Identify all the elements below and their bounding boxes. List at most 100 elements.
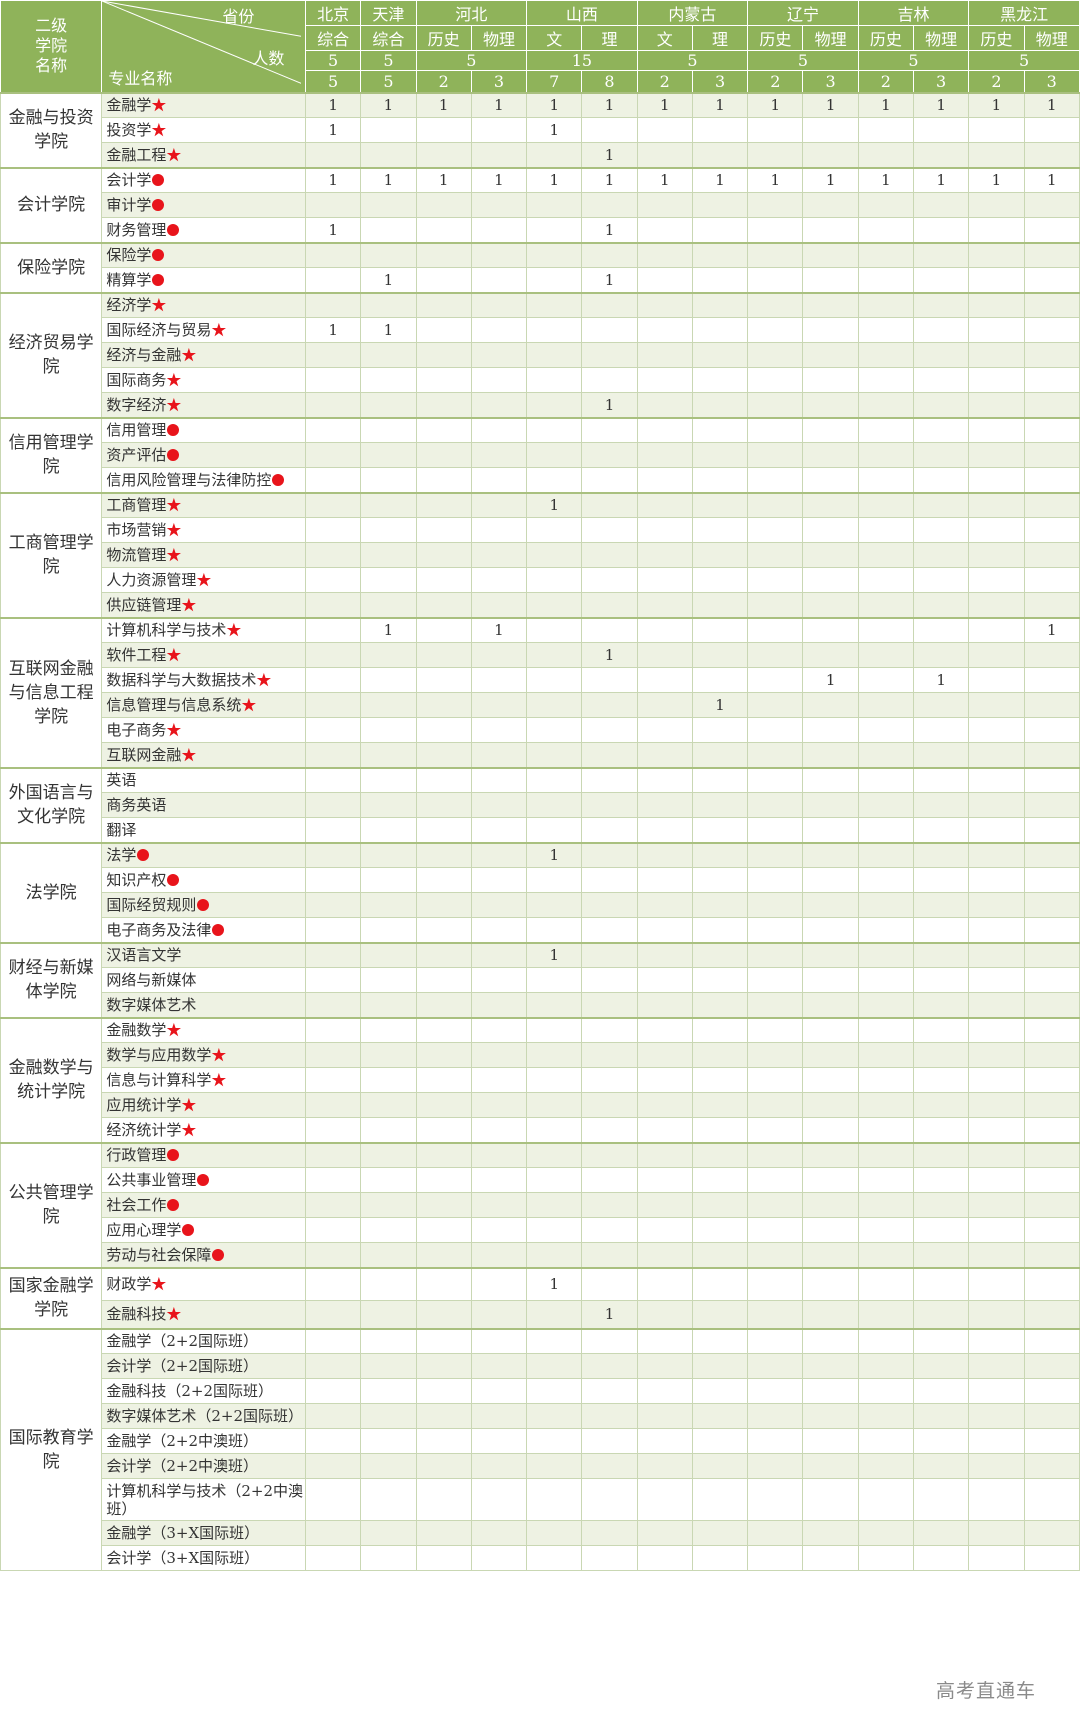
major-name-cell: 会计学（2+2中澳班） <box>101 1453 307 1479</box>
quota-cell <box>968 992 1025 1018</box>
province-name: 天津 <box>360 0 417 26</box>
quota-cell <box>636 1403 693 1429</box>
red-dot-icon <box>197 1174 210 1186</box>
star-icon: ★ <box>166 721 182 739</box>
quota-cell <box>360 1067 417 1093</box>
quota-cell: 1 <box>581 267 638 293</box>
header-college-label-2: 学院 <box>35 36 68 56</box>
quota-cell <box>305 941 362 968</box>
quota-cell <box>415 1192 472 1218</box>
quota-cell <box>360 416 417 443</box>
quota-cell <box>415 1016 472 1043</box>
college-name: 法学院 <box>0 841 103 943</box>
quota-cell <box>802 1042 859 1068</box>
star-icon: ★ <box>226 621 242 640</box>
major-name-cell: 公共事业管理 <box>101 1167 307 1193</box>
quota-cell <box>415 717 472 743</box>
quota-cell: 1 <box>470 166 528 193</box>
province-total: 5 <box>636 50 749 71</box>
quota-cell <box>636 267 693 293</box>
quota-cell <box>526 317 583 343</box>
quota-cell <box>691 1092 749 1118</box>
quota-cell <box>305 1478 362 1521</box>
quota-cell <box>802 1092 859 1118</box>
quota-cell <box>526 1067 583 1093</box>
province-sub-count: 2 <box>636 70 693 93</box>
quota-cell <box>747 1478 804 1521</box>
quota-cell <box>691 667 749 693</box>
quota-cell <box>360 467 417 493</box>
quota-cell <box>526 1016 583 1043</box>
quota-cell <box>1023 1403 1080 1429</box>
quota-cell <box>691 1428 749 1454</box>
province-total: 5 <box>305 50 362 71</box>
province-total: 5 <box>415 50 528 71</box>
quota-cell <box>912 291 970 318</box>
quota-cell <box>415 342 472 368</box>
quota-cell <box>802 642 859 668</box>
quota-cell <box>581 367 638 393</box>
quota-cell <box>636 542 693 568</box>
quota-cell <box>857 392 915 418</box>
quota-cell <box>415 267 472 293</box>
major-name-cell: 投资学★ <box>101 117 307 143</box>
quota-cell <box>1023 567 1080 593</box>
quota-cell <box>857 667 915 693</box>
quota-cell <box>581 967 638 993</box>
table-row: 工商管理学院 工商管理★ 1 <box>0 491 1080 618</box>
star-icon: ★ <box>166 546 182 564</box>
quota-cell <box>968 217 1025 243</box>
red-dot-icon <box>167 1199 180 1211</box>
quota-cell <box>691 1453 749 1479</box>
quota-cell <box>415 1167 472 1193</box>
red-dot-icon <box>212 1248 225 1261</box>
quota-cell <box>581 1545 638 1571</box>
quota-cell <box>415 667 472 693</box>
province-subject: 物理 <box>470 25 528 51</box>
table-row: 物流管理★ <box>1 542 1080 568</box>
quota-cell: 1 <box>691 692 749 718</box>
quota-cell <box>857 892 915 918</box>
major-name: 金融学 <box>106 96 152 115</box>
quota-cell <box>1023 241 1080 268</box>
quota-cell <box>470 941 528 968</box>
quota-cell <box>360 1242 417 1268</box>
quota-cell <box>305 192 362 218</box>
quota-cell <box>415 941 472 968</box>
quota-cell <box>526 1300 583 1329</box>
major-name: 金融学（2+2国际班） <box>106 1332 258 1351</box>
quota-cell <box>470 241 528 268</box>
quota-cell <box>415 792 472 818</box>
major-name-cell: 保险学 <box>101 241 307 268</box>
quota-cell <box>691 742 749 768</box>
quota-cell <box>305 1067 362 1093</box>
major-name-cell: 金融数学★ <box>101 1016 307 1043</box>
quota-cell <box>747 467 804 493</box>
major-name: 法学 <box>106 846 137 865</box>
quota-cell <box>912 1042 970 1068</box>
quota-cell <box>802 1167 859 1193</box>
quota-cell <box>1023 792 1080 818</box>
quota-cell: 1 <box>1023 91 1080 118</box>
quota-cell <box>802 867 859 893</box>
quota-cell <box>415 542 472 568</box>
quota-cell <box>636 416 693 443</box>
quota-cell <box>526 692 583 718</box>
quota-cell <box>1023 442 1080 468</box>
quota-cell: 1 <box>526 117 583 143</box>
quota-cell <box>305 542 362 568</box>
quota-cell <box>360 192 417 218</box>
quota-cell <box>470 1478 528 1521</box>
quota-cell <box>360 1117 417 1143</box>
quota-cell <box>470 1378 528 1404</box>
table-row: 审计学 <box>1 192 1080 218</box>
quota-cell <box>415 892 472 918</box>
major-name: 物流管理 <box>106 546 167 564</box>
major-name-cell: 电子商务★ <box>101 717 307 743</box>
quota-cell <box>526 392 583 418</box>
quota-cell <box>857 567 915 593</box>
star-icon: ★ <box>196 571 212 589</box>
quota-cell <box>857 117 915 143</box>
star-icon: ★ <box>211 1071 227 1089</box>
quota-cell: 1 <box>305 91 362 118</box>
